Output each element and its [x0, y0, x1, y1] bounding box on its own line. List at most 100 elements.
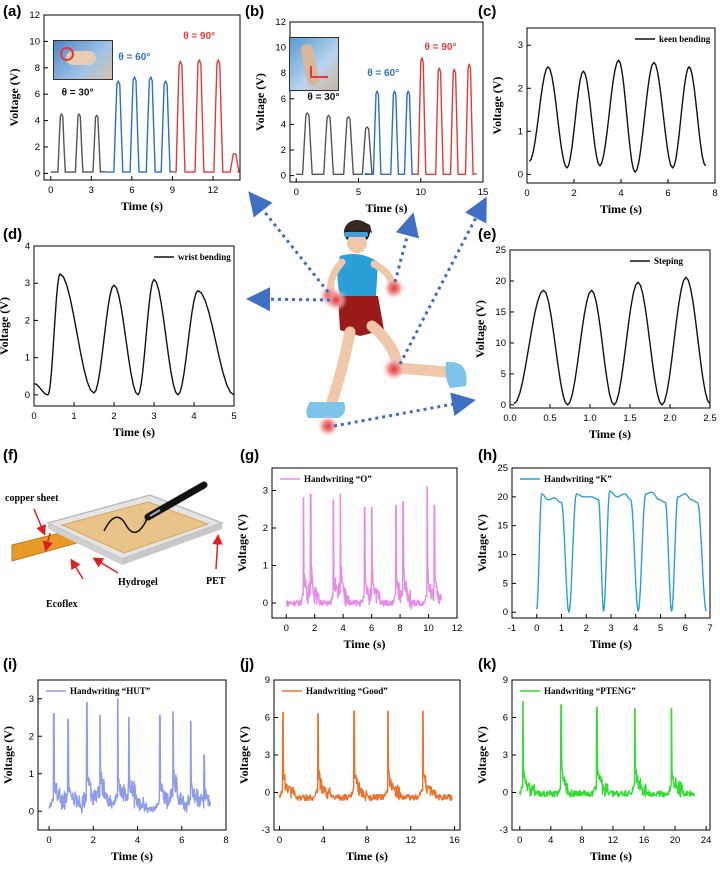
- x-tick-label: 24: [701, 835, 712, 846]
- series-line: [33, 273, 235, 396]
- x-axis-label: Time (s): [590, 637, 632, 651]
- panel-label-f: (f): [3, 447, 18, 464]
- chart-c: 0 2 4 6 8 0 1 2 3 Time (s) Voltage (V) keen bending: [0, 0, 720, 225]
- chart-svg-b: 0 5 10 15 0 2 4 6 8 10 12 Time (s) Voltage (V) θ = 30…: [253, 17, 488, 215]
- y-axis-label: Voltage (V): [1, 726, 15, 784]
- y-tick-label: 20: [497, 492, 508, 503]
- y-axis-label: Voltage (V): [237, 726, 251, 784]
- legend-label: Steping: [654, 256, 684, 266]
- x-axis-label: Time (s): [113, 425, 155, 439]
- x-tick-label: 20: [670, 835, 681, 846]
- y-tick-label: 2: [35, 142, 40, 153]
- x-tick-label: 0: [524, 188, 529, 199]
- angle-annotation: θ = 90°: [424, 42, 456, 53]
- x-tick-label: 9: [170, 185, 175, 196]
- legend-label: keen bending: [659, 34, 711, 44]
- x-tick-label: 8: [397, 623, 402, 634]
- y-tick-label: 0: [265, 788, 270, 799]
- y-tick-label: 3: [503, 750, 508, 761]
- chart-g: 0 2 4 6 8 10 12 0 1 2 3 Time (s) Voltage (V) Handwrit…: [0, 0, 470, 660]
- x-tick-label: 2: [571, 188, 576, 199]
- x-axis-label: Time (s): [600, 202, 642, 216]
- y-axis-label: Voltage (V): [7, 69, 21, 127]
- plot-frame: [271, 467, 458, 619]
- y-tick-label: -3: [262, 825, 270, 836]
- y-tick-label: -3: [500, 825, 508, 836]
- series-line: [364, 90, 415, 175]
- y-tick-label: 8: [281, 68, 286, 79]
- y-tick-label: 10: [29, 36, 40, 47]
- y-tick-label: 6: [265, 713, 270, 724]
- x-tick-label: 1.5: [623, 413, 636, 424]
- y-tick-label: 0: [503, 607, 508, 618]
- y-tick-label: 20: [495, 276, 506, 287]
- series-line: [50, 113, 105, 173]
- y-tick-label: 25: [495, 245, 506, 256]
- x-tick-label: 6: [129, 185, 134, 196]
- x-tick-label: 4: [618, 188, 623, 199]
- device-schematic: [11, 481, 225, 580]
- x-tick-label: 16: [639, 835, 650, 846]
- x-tick-label: 12: [608, 835, 619, 846]
- x-axis-label: Time (s): [590, 849, 632, 863]
- y-tick-label: 0: [281, 171, 286, 182]
- x-tick-label: 6: [179, 835, 184, 846]
- y-tick-label: 5: [503, 578, 508, 589]
- y-tick-label: 4: [281, 119, 286, 130]
- y-tick-label: 0: [25, 390, 30, 401]
- x-tick-label: 4: [341, 623, 346, 634]
- y-tick-label: 4: [25, 241, 30, 252]
- plot-frame: [37, 679, 227, 831]
- series-line: [414, 57, 477, 175]
- x-tick-label: 3: [151, 411, 156, 422]
- x-tick-label: 1: [559, 623, 564, 634]
- x-tick-label: 5: [658, 623, 663, 634]
- legend-label: wrist bending: [178, 252, 231, 262]
- angle-annotation: θ = 30°: [62, 88, 94, 99]
- x-tick-label: 16: [449, 835, 460, 846]
- panel-label-i: (i): [3, 656, 18, 673]
- x-tick-label: 8: [712, 188, 717, 199]
- legend-label: Handwriting “Good”: [306, 686, 388, 696]
- x-axis-label: Time (s): [343, 637, 385, 651]
- x-tick-label: 4: [321, 835, 326, 846]
- x-axis-label: Time (s): [121, 199, 163, 213]
- panel-label-j: (j): [240, 656, 255, 673]
- y-axis-label: Voltage (V): [0, 297, 11, 355]
- y-tick-label: 5: [501, 369, 506, 380]
- x-tick-label: 8: [579, 835, 584, 846]
- x-tick-label: 10: [415, 187, 426, 198]
- x-tick-label: 10: [423, 623, 434, 634]
- y-tick-label: 3: [518, 40, 523, 51]
- chart-a: 0 3 6 9 12 0 2 4 6 8 10 12 Time (s) Voltage (V) θ = 30…: [0, 0, 250, 225]
- y-tick-label: 12: [29, 10, 40, 21]
- y-axis-label: Voltage (V): [475, 514, 489, 572]
- x-tick-label: 6: [369, 623, 374, 634]
- series-line: [172, 59, 240, 173]
- x-tick-label: 0: [31, 411, 36, 422]
- x-tick-label: 4: [191, 411, 196, 422]
- panel-label-d: (d): [3, 226, 23, 243]
- hydrogel-label: Hydrogel: [118, 577, 158, 588]
- series-line: [48, 698, 212, 814]
- x-tick-label: 0: [48, 185, 53, 196]
- angle-annotation: θ = 60°: [118, 52, 150, 63]
- x-tick-label: 8: [364, 835, 369, 846]
- y-tick-label: 0: [29, 806, 34, 817]
- series-line: [513, 276, 711, 406]
- y-tick-label: 2: [263, 523, 268, 534]
- plot-frame: [289, 21, 484, 183]
- chart-svg-i: 0 2 4 6 8 0 1 2 3 Time (s) Voltage (V) Handwriting …: [1, 679, 229, 863]
- x-tick-label: 2: [111, 411, 116, 422]
- series-line: [296, 112, 373, 175]
- chart-svg-a: 0 3 6 9 12 0 2 4 6 8 10 12 Time (s) Voltage (V) θ = 30…: [7, 10, 241, 213]
- x-tick-label: 3: [608, 623, 613, 634]
- y-axis-label: Voltage (V): [253, 73, 267, 131]
- y-tick-label: 0: [263, 598, 268, 609]
- legend-label: Handwriting “HUT”: [70, 686, 151, 696]
- x-tick-label: 0: [277, 835, 282, 846]
- x-tick-label: 1: [71, 411, 76, 422]
- y-tick-label: 3: [263, 486, 268, 497]
- series-line: [536, 490, 707, 613]
